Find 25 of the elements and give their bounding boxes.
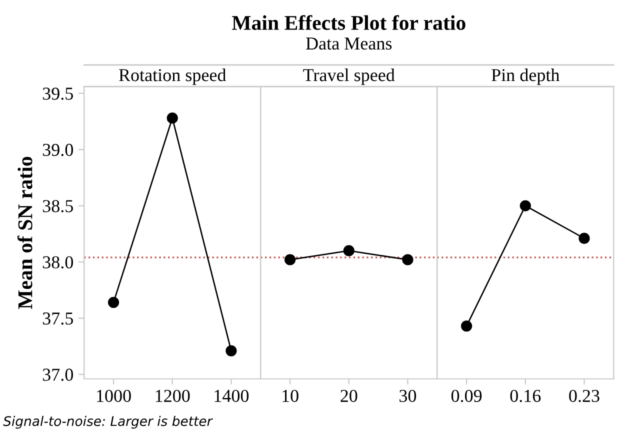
y-axis-title: Mean of SN ratio <box>17 156 32 310</box>
chart-subtitle: Data Means <box>306 38 392 50</box>
x-tick-label: 0.09 <box>451 390 482 402</box>
x-axis-title: Pin depth <box>492 68 560 85</box>
text: Signal-to-noise: Larger is better <box>3 416 213 429</box>
x-tick-label: 10 <box>282 390 298 402</box>
x-tick-label: 30 <box>400 390 416 402</box>
x-tick-label: 1200 <box>156 390 190 402</box>
point <box>226 345 237 356</box>
x-axis-title: Travel speed <box>303 68 395 85</box>
y-tick-label: 37.5 <box>42 312 73 325</box>
point <box>166 112 178 124</box>
x-tick-label: 1000 <box>97 390 131 402</box>
y-tick-label: 38.0 <box>42 256 73 268</box>
x-tick-label: 0.16 <box>510 390 541 402</box>
y-tick-label: 38.5 <box>42 200 73 212</box>
chart-title: Main Effects Plot for ratio <box>232 15 466 30</box>
y-tick-label: 39.5 <box>42 88 73 100</box>
x-tick-label: 0.23 <box>569 390 600 402</box>
x-tick-label: 20 <box>340 390 358 402</box>
point <box>108 296 120 308</box>
y-tick-label: 39.0 <box>42 144 73 156</box>
y-tick-label: 37.0 <box>42 368 73 381</box>
x-axis-title: Rotation speed <box>118 68 226 85</box>
x-tick-label: 1400 <box>214 390 249 402</box>
